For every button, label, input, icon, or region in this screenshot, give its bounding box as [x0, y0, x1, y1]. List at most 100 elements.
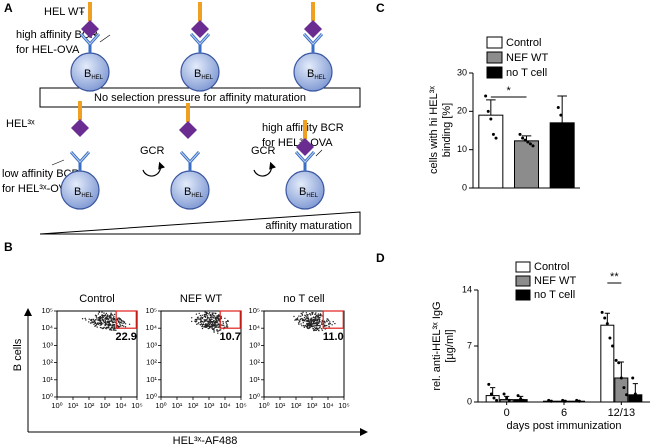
- event-dot: [97, 323, 100, 326]
- bcr-arms-inner: [190, 33, 210, 45]
- event-dot: [318, 329, 320, 331]
- y-tick-label: 10⁵: [146, 306, 157, 315]
- event-dot: [197, 318, 199, 320]
- event-dot: [102, 316, 105, 318]
- event-dot: [309, 313, 311, 315]
- cycle-arrow: [142, 161, 165, 177]
- bar: [514, 140, 539, 189]
- event-dot: [114, 321, 116, 323]
- bar: [600, 324, 615, 403]
- event-dot: [213, 323, 215, 325]
- event-dot: [210, 314, 212, 316]
- event-dot: [107, 319, 110, 321]
- data-point: [605, 322, 609, 326]
- x-tick-label: 10³: [307, 401, 318, 410]
- x-tick-label: 10¹: [68, 401, 79, 410]
- event-dot: [112, 329, 115, 331]
- event-dot: [216, 325, 218, 327]
- event-dot: [194, 320, 196, 322]
- event-dot: [305, 312, 308, 314]
- data-point: [516, 394, 520, 398]
- data-point: [611, 344, 615, 348]
- bar: [628, 394, 643, 403]
- event-dot: [195, 318, 198, 321]
- event-dot: [315, 329, 318, 331]
- event-dot: [220, 329, 222, 331]
- event-dot: [293, 315, 295, 318]
- legend-swatch: [486, 51, 503, 64]
- event-dot: [200, 318, 202, 320]
- event-dot: [319, 316, 321, 319]
- bcr-arms-inner: [180, 151, 200, 163]
- y-tick-label: 10¹: [146, 375, 157, 384]
- event-dot: [329, 323, 331, 325]
- gate: [322, 310, 344, 329]
- event-dot: [96, 322, 99, 324]
- cell-label: BHEL: [184, 186, 204, 199]
- event-dot: [302, 322, 304, 324]
- event-dot: [204, 319, 206, 321]
- x-tick-label: 10⁴: [322, 401, 334, 410]
- data-point: [603, 316, 607, 320]
- event-dot: [305, 320, 307, 322]
- event-dot: [104, 314, 106, 317]
- event-dot: [208, 318, 210, 320]
- y-axis-label: binding [%]: [441, 103, 453, 157]
- data-point: [617, 361, 621, 365]
- panel-label: A: [4, 1, 13, 15]
- plot-frame: [263, 310, 345, 398]
- event-dot: [318, 319, 320, 322]
- cell-label: BHEL: [84, 68, 104, 81]
- event-dot: [101, 316, 104, 319]
- event-dot: [195, 313, 198, 315]
- data-point: [547, 398, 551, 402]
- panel-label: D: [376, 251, 385, 265]
- event-dot: [294, 319, 296, 321]
- event-dot: [203, 321, 206, 323]
- event-dot: [107, 320, 109, 323]
- y-tick-label: 10⁵: [249, 306, 260, 315]
- bcr-label: high affinity BCR: [262, 122, 344, 134]
- wedge: [39, 211, 361, 235]
- event-dot: [203, 315, 205, 317]
- event-dot: [205, 315, 207, 317]
- y-tick-label: 10⁵: [42, 306, 53, 315]
- event-dot: [112, 314, 114, 316]
- event-dot: [300, 323, 302, 325]
- data-point: [625, 393, 629, 397]
- y-tick-label: 10²: [249, 358, 260, 367]
- event-dot: [201, 327, 204, 330]
- event-dot: [218, 329, 221, 331]
- event-dot: [321, 320, 323, 322]
- event-dot: [200, 316, 203, 318]
- y-tick-label: 10⁴: [145, 323, 157, 332]
- bcr-label: for HEL³ˣ-OVA: [2, 183, 73, 195]
- event-dot: [303, 320, 305, 322]
- y-tick-label: 10⁰: [146, 392, 157, 401]
- event-dot: [210, 320, 212, 323]
- event-dot: [122, 320, 124, 322]
- event-dot: [213, 312, 215, 314]
- event-dot: [218, 326, 220, 328]
- event-dot: [208, 326, 211, 328]
- data-point: [492, 396, 496, 400]
- plot-title: no T cell: [283, 293, 324, 305]
- error-bar: [486, 99, 496, 116]
- y-tick-label: 10³: [42, 340, 53, 349]
- event-dot: [217, 332, 219, 334]
- event-dot: [312, 325, 314, 327]
- data-point: [491, 132, 495, 136]
- data-point: [577, 399, 581, 403]
- antigen-label: HEL³ˣ: [6, 118, 35, 130]
- x-axis-label: HEL³ˣ-AF488: [173, 435, 238, 447]
- event-dot: [211, 322, 213, 324]
- data-point: [549, 399, 553, 403]
- event-dot: [99, 322, 102, 325]
- gate-value: 10.7: [220, 331, 241, 343]
- event-dot: [100, 321, 103, 324]
- legend-label: no T cell: [506, 67, 547, 79]
- event-dot: [211, 327, 213, 329]
- y-tick-label: 10²: [42, 358, 53, 367]
- event-dot: [225, 325, 228, 327]
- event-dot: [207, 320, 209, 322]
